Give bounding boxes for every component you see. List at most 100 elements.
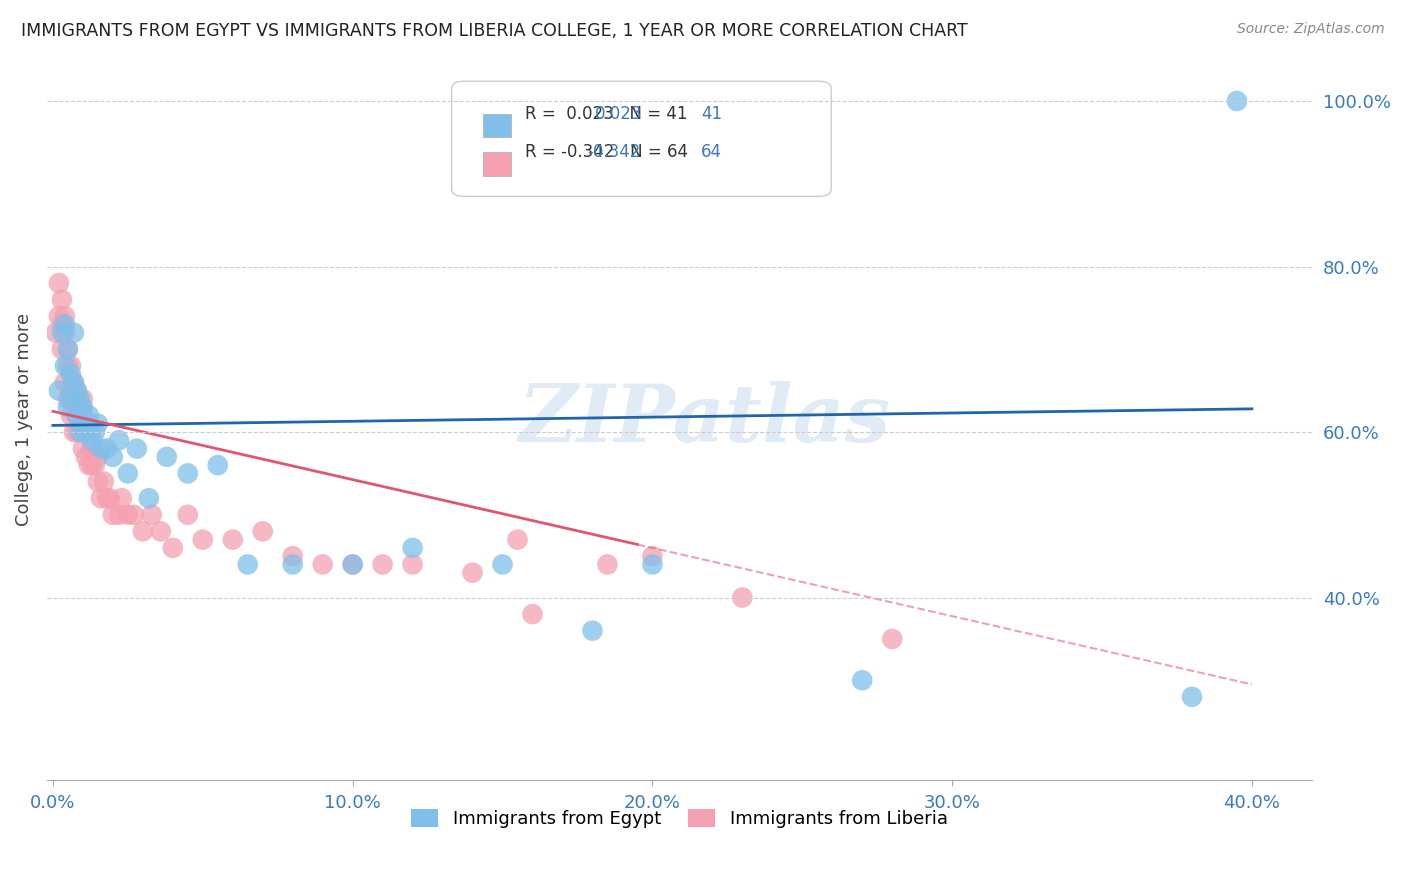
Point (132, 524, 155, 539)
Point (72, 392, 94, 406)
Point (59, 359, 82, 373)
Point (51, 343, 73, 357)
Point (59, 384, 82, 398)
Point (63, 376, 86, 390)
Point (506, 533, 529, 547)
Point (51, 326, 73, 340)
Point (342, 558, 364, 572)
Point (281, 558, 304, 572)
FancyBboxPatch shape (451, 81, 831, 196)
Point (66, 409, 89, 423)
Text: ZIPatlas: ZIPatlas (519, 381, 891, 458)
Point (461, 566, 484, 580)
Point (125, 442, 148, 456)
Point (59, 392, 82, 406)
Point (641, 558, 664, 572)
Point (222, 533, 245, 547)
Point (63, 425, 86, 439)
Point (56, 343, 79, 357)
Point (80, 458, 103, 472)
Point (69, 400, 91, 414)
Point (75, 425, 97, 439)
Point (851, 673, 873, 688)
Text: 41: 41 (702, 104, 723, 122)
Point (56, 359, 79, 373)
Point (53, 326, 76, 340)
Point (98, 491, 121, 506)
Point (108, 508, 131, 522)
Point (641, 549, 664, 563)
Point (1226, 94, 1249, 108)
Point (75, 425, 97, 439)
Point (236, 558, 259, 572)
Point (72, 409, 94, 423)
Point (48, 276, 70, 290)
Point (111, 491, 134, 506)
Point (56, 343, 79, 357)
Point (72, 417, 94, 431)
Point (66, 384, 89, 398)
Point (311, 558, 333, 572)
Point (72, 442, 94, 456)
Point (162, 541, 184, 555)
Text: R =  0.023   N = 41: R = 0.023 N = 41 (524, 104, 688, 122)
Point (207, 458, 229, 472)
Text: Source: ZipAtlas.com: Source: ZipAtlas.com (1237, 22, 1385, 37)
Point (371, 558, 394, 572)
Point (281, 549, 304, 563)
Point (882, 632, 904, 646)
Bar (484, 153, 512, 177)
Point (56, 400, 79, 414)
Point (75, 450, 97, 464)
Point (191, 533, 214, 547)
Point (69, 425, 91, 439)
Point (87, 475, 110, 489)
Text: 64: 64 (702, 143, 721, 161)
Point (63, 326, 86, 340)
Point (117, 467, 139, 481)
Y-axis label: College, 1 year or more: College, 1 year or more (15, 313, 32, 526)
Point (156, 450, 179, 464)
Point (93, 475, 115, 489)
Point (491, 558, 513, 572)
Point (83, 425, 105, 439)
Point (72, 400, 94, 414)
Point (87, 417, 110, 431)
Point (342, 558, 364, 572)
Point (77, 458, 100, 472)
Text: R = -0.342   N = 64: R = -0.342 N = 64 (524, 143, 688, 161)
Point (177, 508, 200, 522)
Legend: Immigrants from Egypt, Immigrants from Liberia: Immigrants from Egypt, Immigrants from L… (404, 802, 955, 836)
Point (90, 491, 112, 506)
Point (149, 524, 172, 539)
Point (66, 425, 89, 439)
Point (53, 318, 76, 332)
Point (108, 434, 131, 448)
Point (51, 293, 73, 307)
Point (138, 491, 160, 506)
Point (69, 392, 91, 406)
Point (96, 442, 118, 456)
Point (59, 409, 82, 423)
Point (56, 392, 79, 406)
Point (66, 409, 89, 423)
Point (80, 434, 103, 448)
Point (45, 326, 67, 340)
Point (48, 384, 70, 398)
Point (117, 508, 139, 522)
Point (63, 376, 86, 390)
Point (63, 392, 86, 406)
Point (53, 359, 76, 373)
Point (90, 442, 112, 456)
Point (141, 508, 163, 522)
Point (401, 558, 423, 572)
Point (522, 607, 544, 621)
Point (177, 467, 200, 481)
Text: 0.023: 0.023 (595, 104, 643, 122)
Point (77, 409, 100, 423)
Point (87, 450, 110, 464)
Text: IMMIGRANTS FROM EGYPT VS IMMIGRANTS FROM LIBERIA COLLEGE, 1 YEAR OR MORE CORRELA: IMMIGRANTS FROM EGYPT VS IMMIGRANTS FROM… (21, 22, 967, 40)
Point (66, 384, 89, 398)
Point (53, 376, 76, 390)
Point (101, 450, 124, 464)
